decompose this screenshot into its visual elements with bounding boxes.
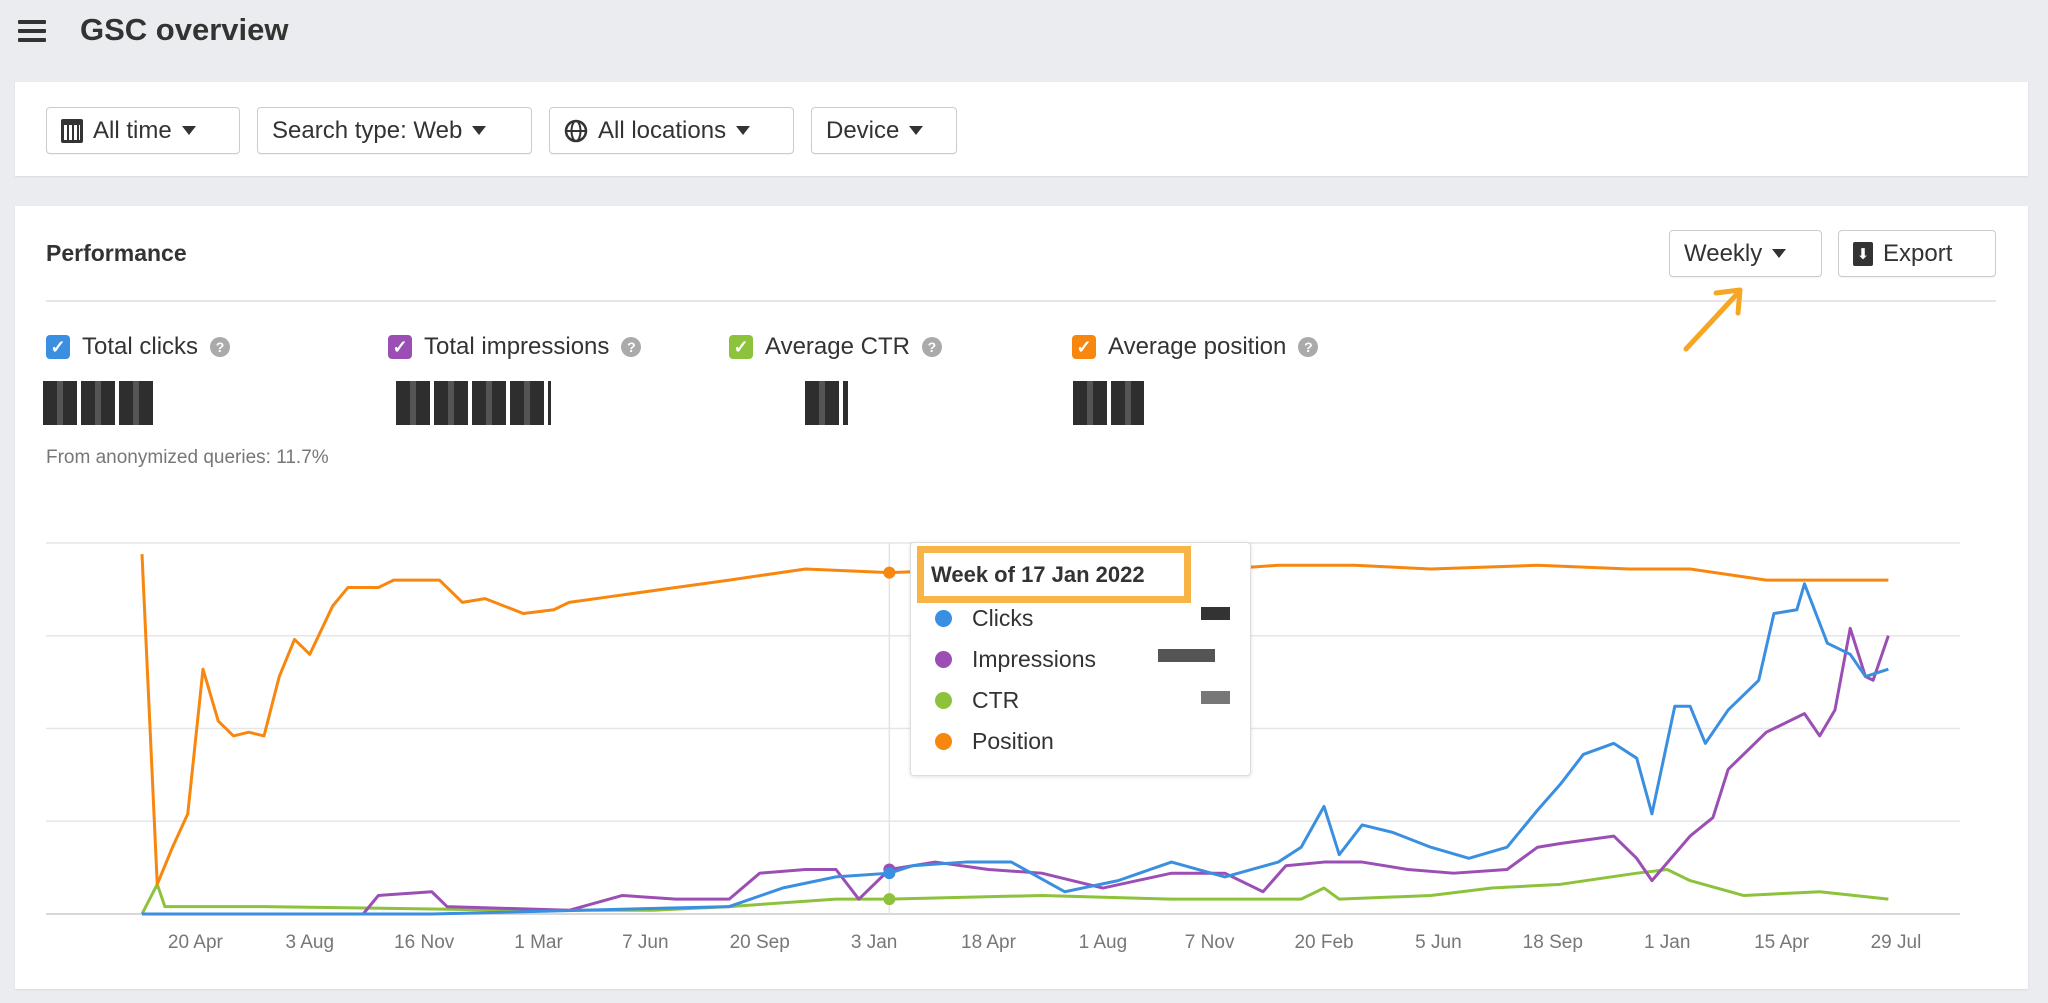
tooltip-label: Impressions — [972, 646, 1096, 672]
position-dot-icon — [935, 733, 952, 750]
help-icon[interactable]: ? — [621, 337, 642, 357]
x-tick-label: 20 Sep — [729, 932, 790, 953]
x-tick-label: 3 Aug — [285, 932, 335, 953]
search-type-dropdown[interactable]: Search type: Web — [257, 107, 532, 154]
x-tick-label: 18 Apr — [961, 932, 1016, 953]
x-tick-label: 15 Apr — [1754, 932, 1810, 953]
tooltip-title-highlight: Week of 17 Jan 2022 — [917, 546, 1191, 603]
metric-label: Total impressions — [424, 333, 610, 360]
checkbox-checked-icon[interactable]: ✓ — [729, 335, 753, 359]
tooltip-label: CTR — [972, 687, 1020, 713]
export-button[interactable]: ⬇ Export — [1838, 230, 1996, 277]
x-tick-label: 20 Apr — [167, 932, 223, 953]
metric-label: Average CTR — [765, 333, 910, 360]
redacted-value — [1073, 381, 1144, 425]
caret-down-icon — [472, 126, 487, 135]
redacted-value — [1201, 607, 1230, 620]
divider — [46, 300, 1996, 302]
clicks-dot-icon — [935, 610, 952, 627]
page-title: GSC overview — [80, 12, 289, 47]
date-range-dropdown[interactable]: All time — [46, 107, 240, 154]
locations-dropdown[interactable]: All locations — [549, 107, 794, 154]
interval-dropdown[interactable]: Weekly — [1669, 230, 1822, 277]
checkbox-checked-icon[interactable]: ✓ — [388, 335, 412, 359]
impressions-dot-icon — [935, 651, 952, 668]
interval-label: Weekly — [1684, 239, 1763, 267]
tooltip-label: Position — [972, 728, 1054, 754]
export-label: Export — [1883, 239, 1953, 267]
hover-point-position — [883, 566, 896, 579]
redacted-value — [396, 381, 551, 425]
metric-label: Total clicks — [82, 333, 199, 360]
globe-icon — [564, 119, 588, 142]
x-tick-label: 16 Nov — [394, 932, 455, 953]
caret-down-icon — [1772, 249, 1787, 258]
search-type-label: Search type: Web — [272, 116, 463, 144]
x-tick-label: 18 Sep — [1522, 932, 1583, 953]
redacted-value — [805, 381, 848, 425]
x-tick-label: 1 Aug — [1078, 932, 1128, 953]
series-line-impressions — [142, 626, 1890, 916]
metric-label: Average position — [1108, 333, 1287, 360]
metric-average-ctr[interactable]: ✓ Average CTR? — [729, 333, 942, 361]
series-line-ctr — [140, 867, 1889, 915]
annotation-arrow-icon — [1683, 287, 1743, 352]
x-tick-label: 7 Jun — [622, 932, 669, 953]
series-line-position — [140, 554, 1889, 886]
x-tick-label: 5 Jun — [1415, 932, 1462, 953]
calendar-icon — [61, 118, 83, 143]
x-tick-label: 1 Mar — [514, 932, 563, 953]
redacted-value — [43, 381, 157, 425]
help-icon[interactable]: ? — [1298, 337, 1319, 357]
x-tick-label: 7 Nov — [1184, 932, 1235, 953]
x-tick-label: 3 Jan — [850, 932, 898, 953]
help-icon[interactable]: ? — [921, 337, 942, 357]
device-dropdown[interactable]: Device — [811, 107, 957, 154]
help-icon[interactable]: ? — [210, 337, 231, 357]
x-tick-label: 20 Feb — [1294, 932, 1354, 953]
download-icon: ⬇ — [1853, 241, 1873, 266]
hover-point-clicks — [883, 867, 896, 880]
ctr-dot-icon — [935, 692, 952, 709]
checkbox-checked-icon[interactable]: ✓ — [1072, 335, 1096, 359]
metric-average-position[interactable]: ✓ Average position? — [1072, 333, 1319, 361]
caret-down-icon — [909, 126, 924, 135]
redacted-value — [1158, 649, 1215, 662]
checkbox-checked-icon[interactable]: ✓ — [46, 335, 70, 359]
date-range-label: All time — [93, 116, 172, 144]
redacted-value — [1201, 691, 1230, 704]
metric-total-impressions[interactable]: ✓ Total impressions? — [388, 333, 642, 361]
caret-down-icon — [181, 126, 196, 135]
series-line-clicks — [142, 582, 1889, 916]
metric-total-clicks[interactable]: ✓ Total clicks? — [46, 333, 231, 361]
anonymized-note: From anonymized queries: 11.7% — [46, 447, 329, 468]
filter-bar: All time Search type: Web All locations … — [15, 82, 2028, 176]
caret-down-icon — [736, 126, 751, 135]
x-tick-label: 1 Jan — [1643, 932, 1691, 953]
locations-label: All locations — [598, 116, 727, 144]
performance-title: Performance — [46, 240, 187, 266]
x-tick-label: 29 Jul — [1870, 932, 1922, 953]
device-label: Device — [826, 116, 900, 144]
tooltip-label: Clicks — [972, 605, 1034, 631]
hamburger-icon[interactable] — [18, 20, 46, 42]
hover-point-ctr — [883, 893, 896, 906]
